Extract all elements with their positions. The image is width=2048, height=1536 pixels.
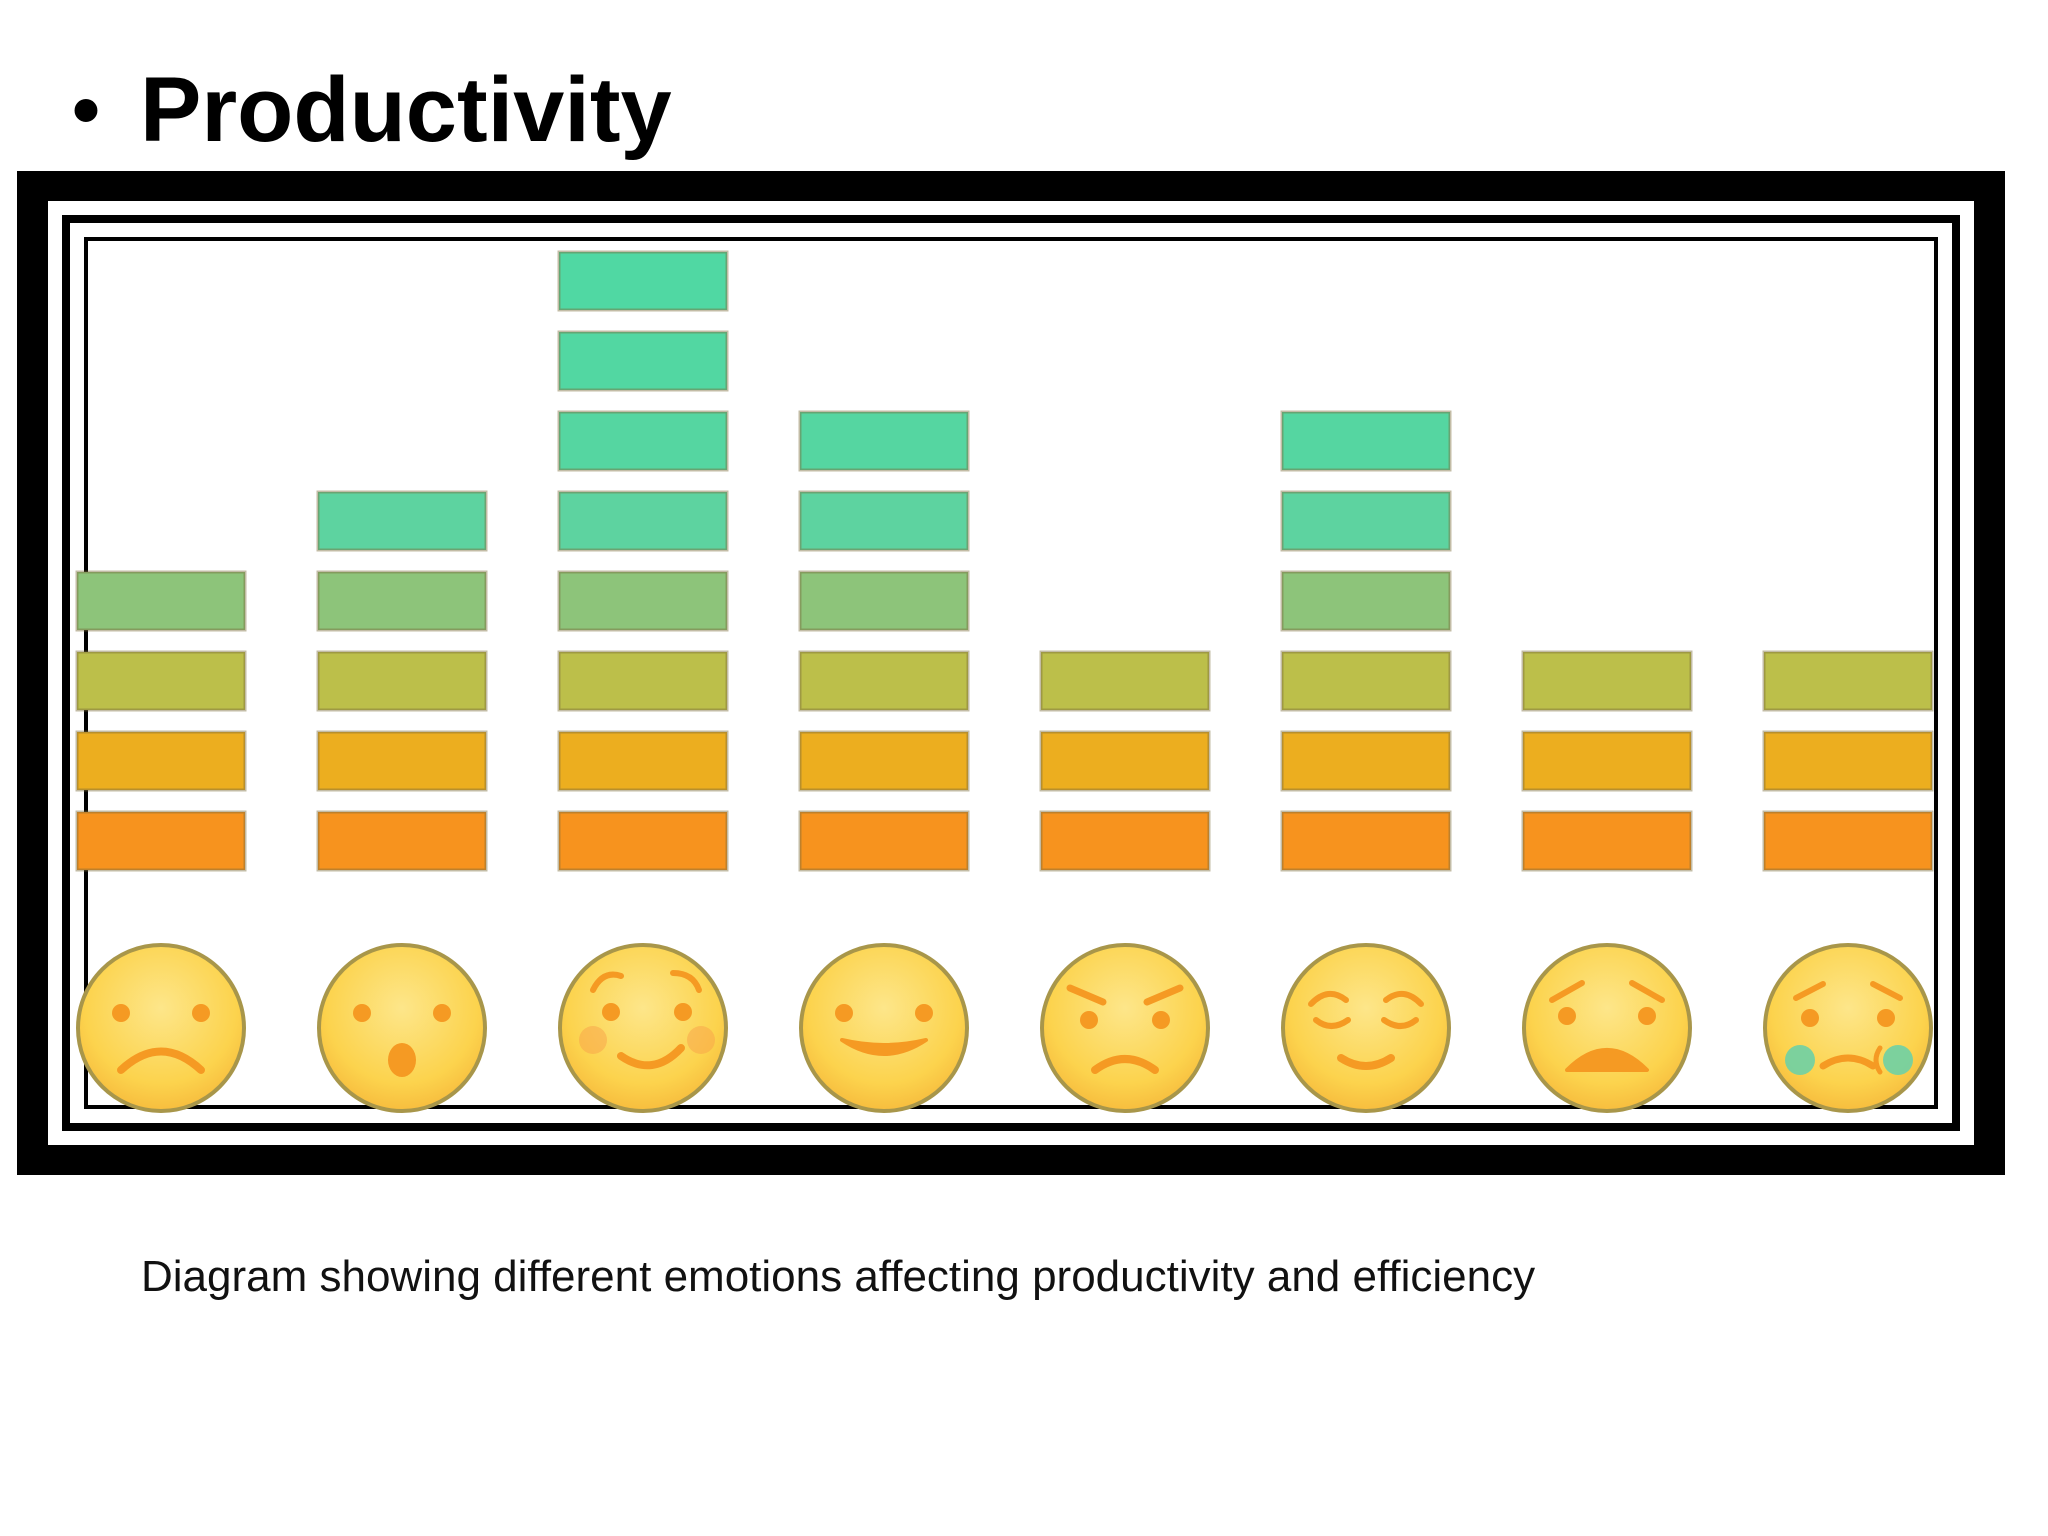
bar-column-2: [316, 490, 488, 872]
bar-block: [798, 570, 970, 632]
bar-block: [1039, 650, 1211, 712]
bar-block: [75, 650, 247, 712]
bar-block: [1280, 490, 1452, 552]
bar-block: [316, 650, 488, 712]
bar-block: [1280, 650, 1452, 712]
bar-block: [1280, 410, 1452, 472]
bar-block: [1280, 730, 1452, 792]
bar-block: [1521, 730, 1693, 792]
title-text: Productivity: [140, 59, 672, 161]
bar-block: [316, 730, 488, 792]
bar-block: [798, 810, 970, 872]
bar-block: [557, 250, 729, 312]
bar-block: [1039, 810, 1211, 872]
angry-face-icon: [1040, 943, 1210, 1113]
happy-face-icon: [799, 943, 969, 1113]
relieved-face-icon: [1281, 943, 1451, 1113]
sad-face-icon: [76, 943, 246, 1113]
diagram-caption: Diagram showing different emotions affec…: [141, 1252, 1536, 1301]
bar-block: [316, 570, 488, 632]
bar-block: [557, 650, 729, 712]
bar-block: [75, 810, 247, 872]
bullet-glyph: •: [72, 65, 101, 154]
bar-column-7: [1521, 650, 1693, 872]
crying-face-icon: [1763, 943, 1933, 1113]
bar-block: [798, 650, 970, 712]
bar-block: [75, 730, 247, 792]
bar-column-5: [1039, 650, 1211, 872]
bar-block: [1762, 810, 1934, 872]
bar-block: [557, 330, 729, 392]
emotion-productivity-chart: [75, 250, 1934, 1113]
blushing-face-icon: [558, 943, 728, 1113]
bar-block: [316, 490, 488, 552]
bar-block: [798, 730, 970, 792]
bar-block: [798, 410, 970, 472]
bar-block: [75, 570, 247, 632]
bar-block: [557, 570, 729, 632]
bar-block: [557, 490, 729, 552]
bar-block: [557, 810, 729, 872]
surprised-face-icon: [317, 943, 487, 1113]
bar-block: [557, 730, 729, 792]
bar-block: [1280, 570, 1452, 632]
slide-title: • Productivity: [72, 64, 672, 156]
bar-block: [316, 810, 488, 872]
bar-block: [1762, 730, 1934, 792]
bar-column-4: [798, 410, 970, 872]
bar-column-6: [1280, 410, 1452, 872]
bar-block: [1280, 810, 1452, 872]
bar-block: [557, 410, 729, 472]
bar-block: [798, 490, 970, 552]
bar-block: [1521, 810, 1693, 872]
bar-column-3: [557, 250, 729, 872]
worried-face-icon: [1522, 943, 1692, 1113]
bar-block: [1762, 650, 1934, 712]
bar-column-1: [75, 570, 247, 872]
bar-column-8: [1762, 650, 1934, 872]
bar-block: [1039, 730, 1211, 792]
bar-block: [1521, 650, 1693, 712]
